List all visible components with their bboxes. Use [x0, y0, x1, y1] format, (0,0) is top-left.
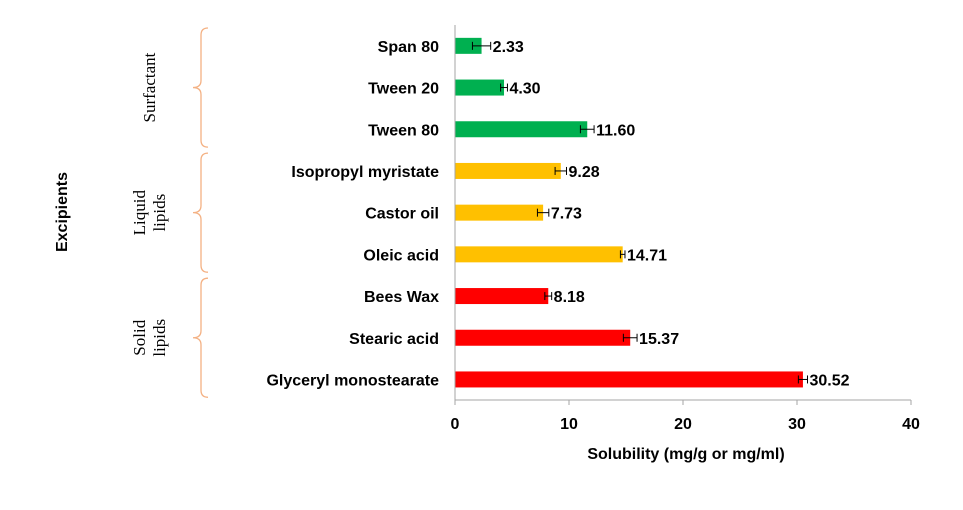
value-label: 11.60	[596, 122, 635, 139]
x-ticks: 0 10 20 30 40	[451, 400, 920, 433]
group-label: Surfactant	[140, 52, 159, 122]
bars	[455, 37, 803, 388]
error-bar	[544, 292, 553, 301]
x-tick-label: 0	[451, 416, 460, 433]
value-label: 8.18	[554, 289, 585, 306]
group-bracket	[192, 277, 209, 398]
bar	[455, 37, 482, 54]
bar	[455, 121, 588, 138]
value-labels: 2.33 4.30 11.60 9.28 7.73 14.71 8.18 15.37 30.52	[493, 39, 850, 390]
bar	[455, 204, 544, 221]
error-bar	[619, 250, 626, 259]
error-bar	[500, 83, 508, 92]
group-label: Solid	[130, 319, 149, 355]
group-brackets	[192, 27, 209, 398]
value-label: 2.33	[493, 39, 524, 56]
error-bar	[536, 208, 550, 217]
value-label: 9.28	[568, 164, 599, 181]
group-label: Liquid	[130, 189, 149, 235]
error-bar	[554, 166, 567, 175]
category-label: Span 80	[378, 39, 439, 56]
value-label: 14.71	[627, 247, 667, 264]
error-bars	[471, 41, 808, 384]
category-label: Tween 80	[368, 122, 439, 139]
y-axis-title: Excipients	[54, 172, 71, 252]
bar	[455, 329, 631, 346]
category-label: Stearic acid	[349, 331, 439, 348]
bar	[455, 246, 623, 263]
value-label: 4.30	[509, 81, 540, 98]
category-label: Bees Wax	[364, 289, 439, 306]
category-label: Castor oil	[365, 206, 439, 223]
group-label: lipids	[150, 319, 169, 357]
category-label: Tween 20	[368, 81, 439, 98]
group-bracket	[192, 27, 209, 148]
bar	[455, 288, 549, 305]
value-label: 30.52	[809, 372, 849, 389]
category-label: Isopropyl myristate	[291, 164, 439, 181]
category-labels: Span 80 Tween 20 Tween 80 Isopropyl myrista…	[266, 39, 439, 390]
x-axis-title: Solubility (mg/g or mg/ml)	[587, 446, 784, 463]
bar	[455, 79, 505, 96]
category-label: Glyceryl monostearate	[266, 372, 439, 389]
group-bracket	[192, 152, 209, 273]
group-label: lipids	[150, 194, 169, 232]
value-label: 7.73	[551, 206, 582, 223]
x-tick-label: 40	[902, 416, 920, 433]
error-bar	[471, 41, 492, 50]
bar	[455, 162, 561, 179]
x-tick-label: 20	[674, 416, 692, 433]
bar	[455, 371, 803, 388]
category-label: Oleic acid	[363, 247, 439, 264]
error-bar	[579, 125, 595, 134]
error-bar	[797, 375, 808, 384]
x-tick-label: 10	[560, 416, 578, 433]
value-label: 15.37	[639, 331, 679, 348]
x-tick-label: 30	[788, 416, 806, 433]
error-bar	[622, 333, 638, 342]
